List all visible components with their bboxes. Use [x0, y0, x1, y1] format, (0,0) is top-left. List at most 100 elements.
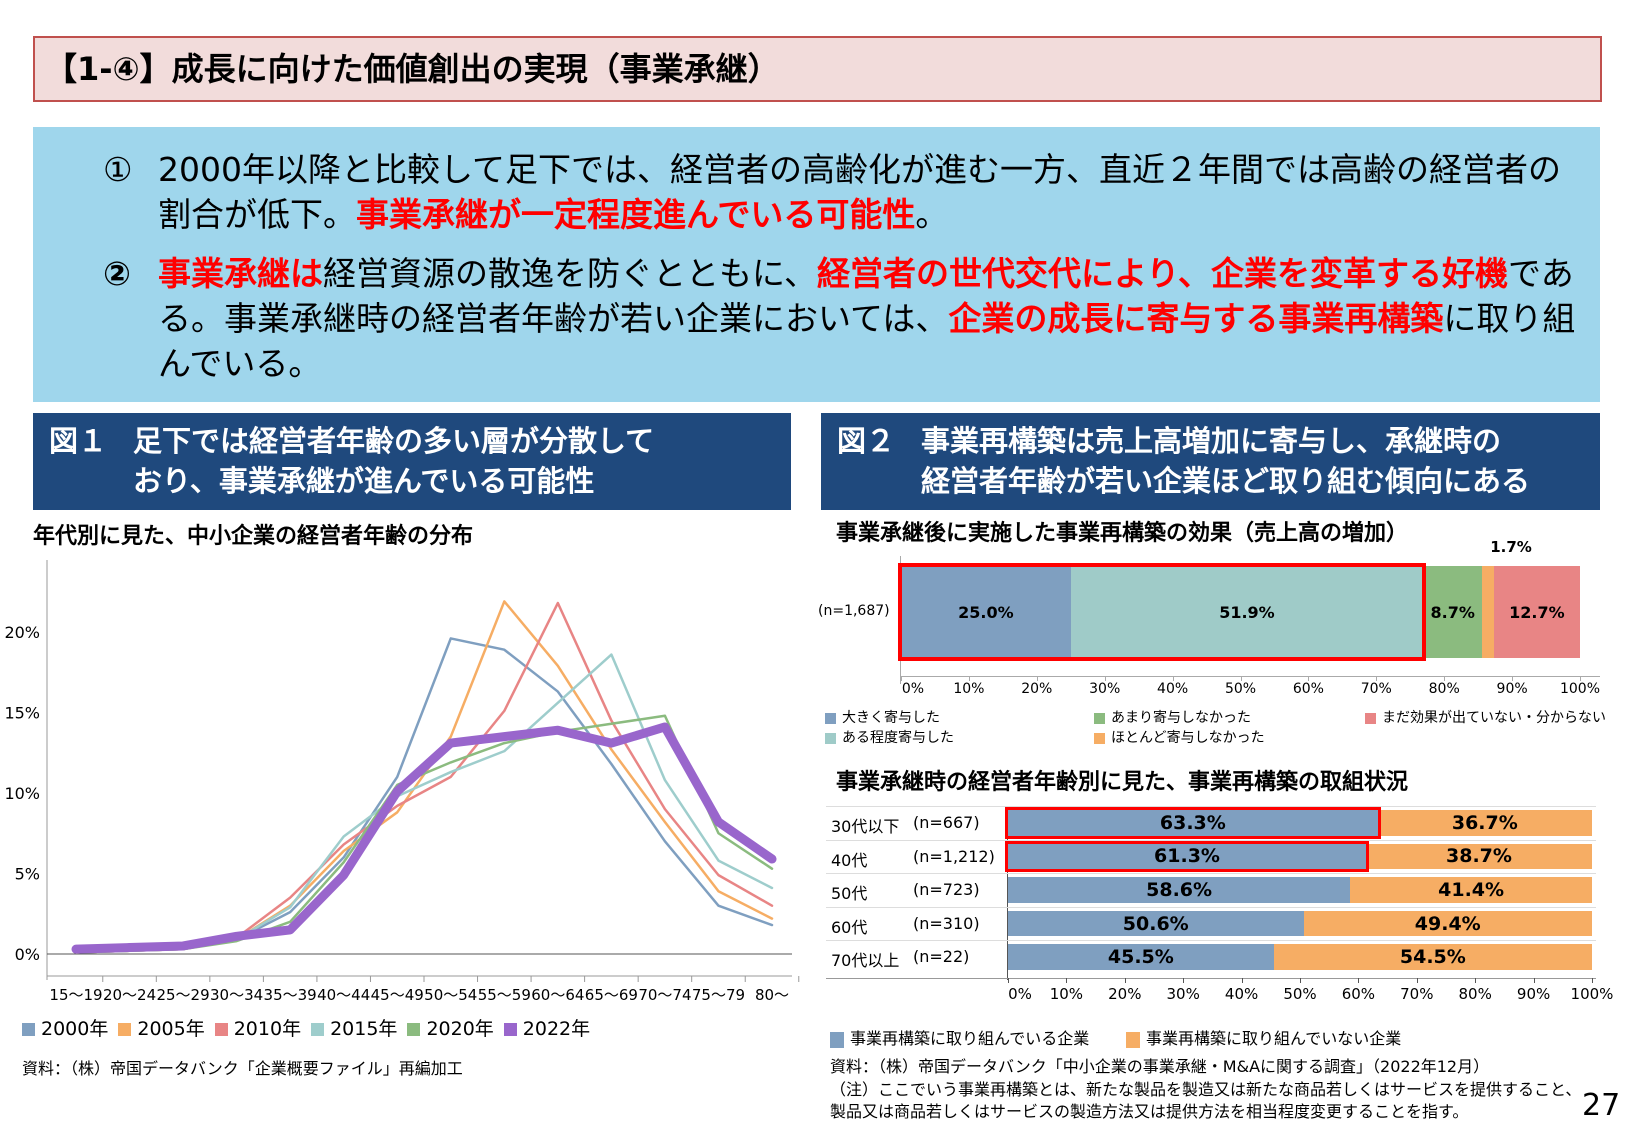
data-point	[771, 918, 773, 920]
legend-swatch	[503, 1023, 517, 1036]
data-point	[450, 776, 452, 778]
data-label: 41.4%	[1438, 878, 1505, 901]
x-tick	[1533, 978, 1535, 983]
fig2-note-line1: （注）ここでいう事業再構築とは、新たな製品を製造又は新たな商品若しくはサービスを…	[830, 1080, 1582, 1099]
data-point	[717, 820, 720, 823]
data-point	[717, 905, 719, 907]
summary-text-2: 事業承継は経営資源の散逸を防ぐとともに、経営者の世代交代により、企業を変革する好…	[158, 251, 1583, 386]
x-tick-label: 70%	[1400, 985, 1434, 1003]
data-point	[449, 742, 452, 745]
body-text: 。	[915, 195, 949, 234]
data-point	[503, 600, 505, 602]
x-axis	[901, 676, 1600, 677]
row-age-label: 40代	[831, 850, 868, 870]
x-tick	[1172, 676, 1174, 681]
x-tick-label: 60%	[1292, 681, 1324, 697]
data-point	[450, 771, 452, 773]
fig2-label: 図２	[837, 424, 896, 458]
x-tick-label: 15～19	[49, 986, 102, 1004]
highlight-text: 経営者の世代交代により、企業を変革する好機	[817, 254, 1509, 293]
data-point	[717, 874, 719, 876]
summary-text-1: 2000年以降と比較して足下では、経営者の高齢化が進む一方、直近２年間では高齢の…	[158, 147, 1583, 237]
x-tick-label: 20%	[1108, 985, 1142, 1003]
fig2-subtitle-top: 事業承継後に実施した事業再構築の効果（売上高の増加）	[836, 521, 1409, 546]
fig1-heading-line1: 足下では経営者年齢の多い層が分散して	[133, 424, 655, 458]
legend-item: ほとんど寄与しなかった	[1094, 727, 1265, 747]
data-point	[396, 790, 399, 793]
data-point	[610, 749, 612, 751]
x-tick	[1475, 978, 1477, 983]
data-point	[450, 761, 452, 763]
data-point	[343, 856, 345, 858]
legend-item: 2022年	[503, 1018, 591, 1040]
bar-segment: 61.3%	[1008, 843, 1366, 870]
data-point	[771, 905, 773, 907]
x-tick	[1580, 676, 1581, 681]
legend-item: 2005年	[118, 1018, 205, 1040]
legend-label: 2022年	[522, 1018, 591, 1040]
row-divider	[826, 873, 1596, 875]
data-point	[128, 946, 131, 949]
data-point	[557, 602, 559, 604]
data-label: 12.7%	[1509, 602, 1565, 622]
y-axis	[1007, 806, 1008, 980]
data-point	[235, 935, 238, 938]
bar-segment: 12.7%	[1493, 566, 1580, 658]
data-point	[450, 736, 452, 738]
highlight-box	[898, 563, 1427, 661]
data-point	[289, 906, 291, 908]
x-tick-label: 20%	[1021, 681, 1053, 697]
row-n-label: (n=1,212)	[913, 846, 995, 866]
bar-segment: 25.0%	[901, 566, 1071, 658]
data-label: 45.5%	[1107, 946, 1174, 969]
data-label: 8.7%	[1430, 602, 1475, 622]
legend-swatch	[214, 1023, 228, 1036]
x-tick	[1376, 676, 1378, 681]
legend-label: ほとんど寄与しなかった	[1111, 730, 1265, 746]
x-tick-label: 20～24	[103, 986, 156, 1004]
highlight-text: 事業承継が一定程度進んでいる可能性	[356, 195, 916, 234]
data-label: 1.7%	[1490, 538, 1532, 556]
legend-item: 大きく寄与した	[825, 707, 940, 727]
row-age-label: 70代以上	[831, 951, 900, 971]
fig2-heading-line1: 事業再構築は売上高増加に寄与し、承継時の	[921, 424, 1502, 458]
data-point	[610, 742, 613, 745]
data-label: 61.3%	[1154, 845, 1220, 868]
x-tick	[1512, 676, 1514, 681]
data-point	[664, 840, 666, 842]
data-label: 36.7%	[1451, 811, 1518, 834]
x-tick-label: 25～29	[156, 986, 209, 1004]
x-tick	[1104, 676, 1106, 681]
fig2-note-line2: 製品又は商品若しくはサービスの製造方法又は提供方法を相当程度変更することを指す。	[830, 1102, 1469, 1121]
data-point	[610, 654, 612, 656]
data-point	[343, 835, 345, 837]
line-chart-legend: 2000年 2005年 2010年 2015年 2020年 2022年	[22, 1014, 600, 1041]
x-tick-label: 80～	[755, 986, 789, 1004]
data-label: 63.3%	[1159, 811, 1226, 834]
x-tick-label: 100%	[1570, 985, 1614, 1003]
y-tick-label: 20%	[4, 623, 40, 642]
legend-label: 2000年	[41, 1018, 109, 1040]
circled-number-1: ①	[103, 150, 133, 189]
row-divider	[826, 806, 1596, 807]
row-n-label: (n=22)	[913, 947, 970, 967]
x-tick	[1066, 978, 1068, 983]
x-tick-label: 30%	[1166, 985, 1200, 1003]
data-point	[610, 720, 612, 722]
data-point	[610, 763, 612, 765]
x-tick-label: 75～79	[692, 986, 745, 1004]
row-n-label: (n=667)	[913, 813, 980, 832]
highlight-box	[1005, 807, 1381, 839]
data-point	[342, 874, 345, 877]
x-tick-label: 65～69	[585, 986, 638, 1004]
data-point	[503, 710, 505, 712]
data-point	[663, 725, 666, 728]
row-age-label: 50代	[831, 884, 868, 904]
page-title-text: 【1-④】成長に向けた価値創出の実現（事業承継）	[45, 50, 780, 88]
legend-label: 事業再構築に取り組んでいる企業	[850, 1029, 1090, 1048]
x-tick	[1592, 978, 1593, 983]
legend-swatch	[825, 712, 836, 724]
x-tick	[901, 676, 902, 681]
x-tick-label: 30%	[1089, 681, 1121, 697]
legend-label: 大きく寄与した	[842, 710, 940, 726]
